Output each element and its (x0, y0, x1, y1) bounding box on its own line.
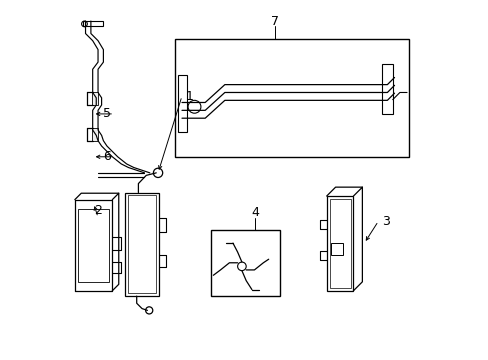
Bar (83, 21, 102, 26)
Bar (329, 199, 350, 288)
Bar (326, 196, 353, 291)
Bar (175, 39, 408, 157)
Text: 1: 1 (185, 90, 193, 103)
Text: 4: 4 (251, 206, 259, 219)
Bar (92, 93, 98, 105)
Bar (381, 64, 392, 114)
Bar (127, 195, 156, 293)
Text: 7: 7 (270, 14, 278, 27)
Bar (78, 208, 109, 282)
Bar (92, 128, 98, 141)
Text: 2: 2 (94, 204, 102, 217)
Text: 6: 6 (103, 150, 111, 163)
Bar (124, 193, 159, 296)
Text: 3: 3 (381, 215, 389, 228)
Bar (210, 230, 280, 296)
Bar (330, 243, 343, 255)
Text: 5: 5 (103, 107, 111, 120)
Bar (178, 75, 187, 132)
